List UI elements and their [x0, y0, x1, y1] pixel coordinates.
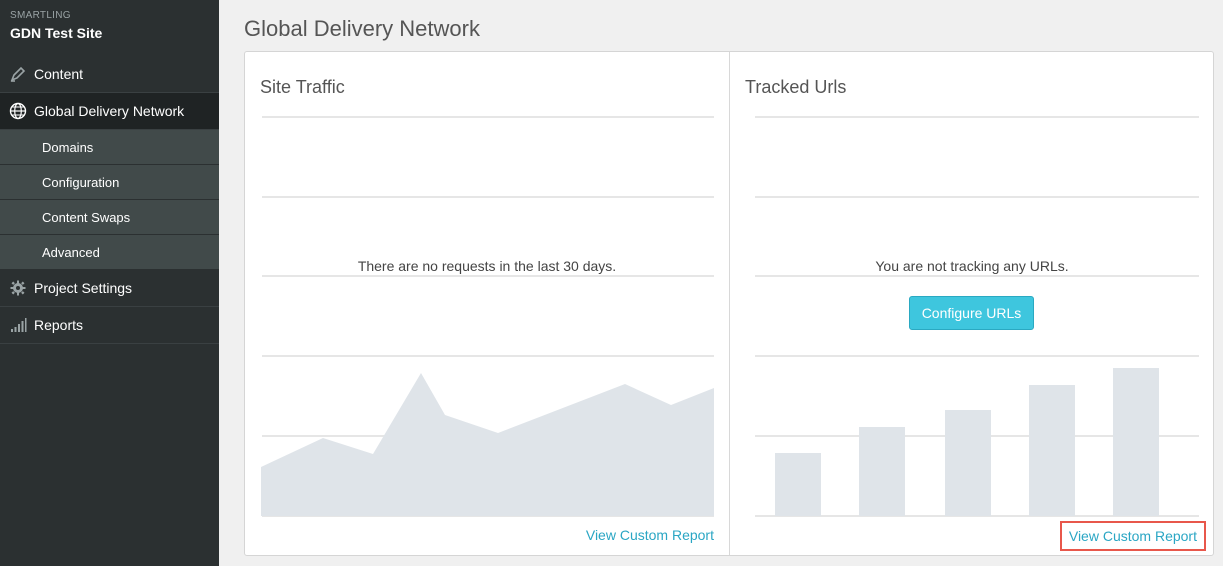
- sidebar-item-content[interactable]: Content: [0, 56, 219, 93]
- placeholder-bar: [1113, 368, 1159, 516]
- site-traffic-card: Site Traffic There are no requests in th…: [245, 52, 729, 555]
- page-title: Global Delivery Network: [244, 16, 480, 41]
- globe-icon: [9, 102, 27, 120]
- sidebar-item-label: Content: [34, 66, 84, 82]
- pencil-icon: [9, 65, 27, 83]
- panel-divider: [729, 52, 730, 555]
- placeholder-bar: [859, 427, 905, 516]
- sidebar-item-label: Project Settings: [34, 280, 133, 296]
- sidebar-item-gdn[interactable]: Global Delivery Network: [0, 93, 219, 130]
- gear-icon: [9, 279, 27, 297]
- tracked-urls-empty-message: You are not tracking any URLs.: [875, 258, 1069, 274]
- sidebar-subitem-advanced[interactable]: Advanced: [0, 235, 219, 270]
- sidebar-item-project-settings[interactable]: Project Settings: [0, 270, 219, 307]
- placeholder-bar: [1029, 385, 1075, 516]
- configure-urls-button[interactable]: Configure URLs: [909, 296, 1034, 330]
- tracked-urls-card: Tracked Urls You are not tracking any UR…: [730, 52, 1214, 555]
- site-traffic-empty-message: There are no requests in the last 30 day…: [357, 258, 617, 274]
- sidebar-item-reports[interactable]: Reports: [0, 307, 219, 344]
- site-traffic-view-report-link[interactable]: View Custom Report: [585, 527, 714, 543]
- sidebar-item-label: Reports: [34, 317, 84, 333]
- site-traffic-title: Site Traffic: [260, 77, 345, 97]
- tracked-urls-view-report-link[interactable]: View Custom Report: [1059, 521, 1206, 551]
- placeholder-bar: [775, 453, 821, 516]
- sidebar-nav: Content Global Delivery Network Domains …: [0, 56, 219, 344]
- gdn-dashboard-panel: Site Traffic There are no requests in th…: [244, 51, 1214, 556]
- sidebar-subitem-domains[interactable]: Domains: [0, 130, 219, 165]
- placeholder-area: [261, 373, 714, 516]
- tracked-urls-title: Tracked Urls: [745, 77, 847, 97]
- org-name: SMARTLING: [10, 10, 71, 21]
- sidebar: SMARTLING GDN Test Site Content Global D…: [0, 0, 219, 566]
- site-name[interactable]: GDN Test Site: [10, 25, 103, 41]
- placeholder-bar: [945, 410, 991, 516]
- signal-bars-icon: [9, 316, 27, 334]
- sidebar-subitem-content-swaps[interactable]: Content Swaps: [0, 200, 219, 235]
- site-traffic-placeholder-chart: [261, 116, 714, 517]
- tracked-urls-placeholder-chart: [755, 116, 1199, 517]
- sidebar-subitem-configuration[interactable]: Configuration: [0, 165, 219, 200]
- sidebar-item-label: Global Delivery Network: [34, 103, 185, 119]
